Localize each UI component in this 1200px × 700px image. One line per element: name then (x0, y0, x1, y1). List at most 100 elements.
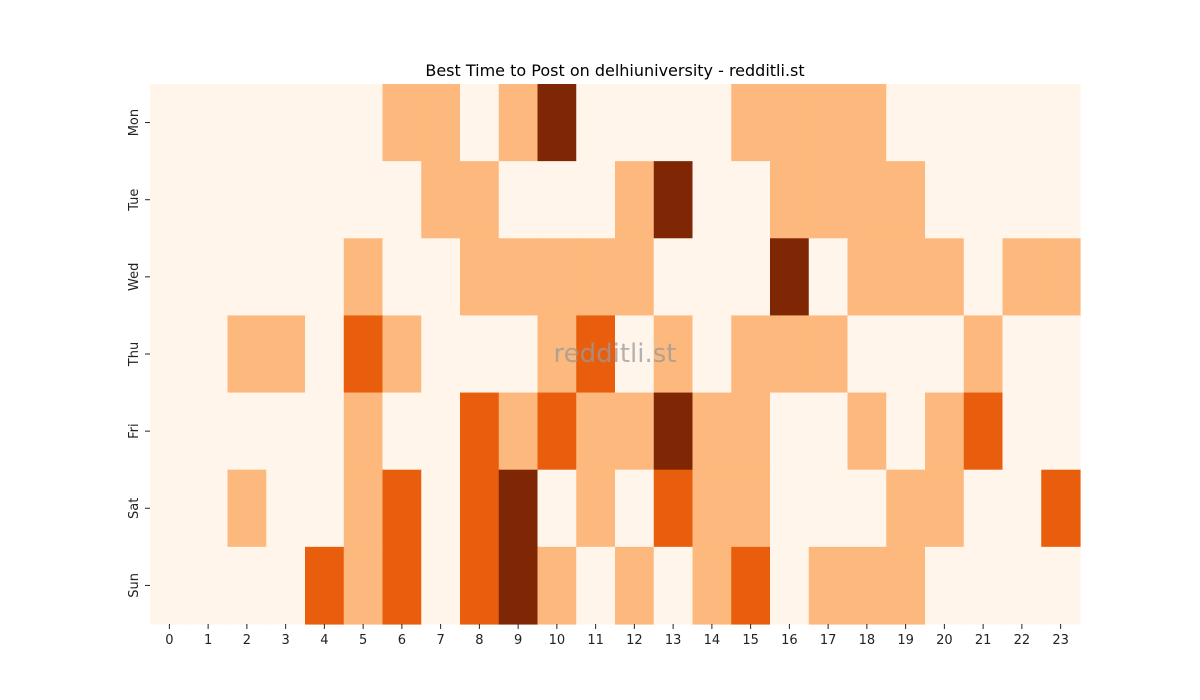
x-tick-label: 5 (359, 633, 367, 648)
heatmap-cell-thu-21 (963, 315, 1004, 394)
y-tick-label: Sat (127, 498, 142, 519)
heatmap-cell-fri-15 (731, 392, 771, 471)
heatmap-cell-tue-5 (343, 161, 384, 239)
heatmap-cell-sun-3 (266, 546, 306, 625)
heatmap-cell-sat-21 (963, 469, 1004, 548)
heatmap-cell-fri-5 (343, 392, 384, 471)
heatmap-cell-thu-5 (343, 315, 384, 394)
heatmap-cell-wed-23 (1041, 238, 1081, 317)
x-tick-label: 10 (549, 633, 566, 648)
heatmap-cell-sun-20 (925, 546, 965, 625)
heatmap-cell-tue-6 (382, 161, 422, 239)
heatmap-cell-fri-6 (382, 392, 422, 471)
heatmap-cell-mon-0 (150, 84, 190, 162)
heatmap-cell-mon-15 (731, 84, 771, 162)
heatmap-cell-mon-9 (498, 84, 539, 162)
heatmap-cell-sat-20 (925, 469, 965, 548)
heatmap-cell-wed-6 (382, 238, 422, 317)
heatmap-cell-tue-21 (963, 161, 1004, 239)
heatmap-cell-sun-7 (421, 546, 461, 625)
heatmap-cell-thu-16 (770, 315, 810, 394)
heatmap-cell-mon-16 (770, 84, 810, 162)
heatmap-cell-sun-5 (343, 546, 384, 625)
heatmap-cell-mon-13 (653, 84, 694, 162)
heatmap-cell-tue-7 (421, 161, 461, 239)
heatmap-cell-tue-1 (188, 161, 229, 239)
heatmap-cell-sun-2 (227, 546, 267, 625)
heatmap-cell-mon-1 (188, 84, 229, 162)
heatmap-cell-wed-10 (537, 238, 577, 317)
heatmap-cell-mon-17 (808, 84, 849, 162)
heatmap-cell-sat-10 (537, 469, 577, 548)
heatmap-cell-sun-4 (305, 546, 345, 625)
y-tick-label: Fri (127, 423, 142, 439)
heatmap-cell-thu-12 (615, 315, 655, 394)
x-tick-label: 6 (398, 633, 406, 648)
heatmap-cell-wed-19 (886, 238, 926, 317)
heatmap-cell-sun-21 (963, 546, 1004, 625)
x-tick-label: 9 (514, 633, 522, 648)
heatmap-cell-fri-12 (615, 392, 655, 471)
x-tick-label: 21 (975, 633, 992, 648)
heatmap-cell-mon-14 (692, 84, 732, 162)
heatmap-cell-sun-1 (188, 546, 229, 625)
heatmap-cell-sat-0 (150, 469, 190, 548)
x-axis-ticks: 0 1 2 3 4 5 6 7 8 9 10 11 12 13 14 15 16 17 18 19 20 21 22 23 (165, 623, 1069, 648)
heatmap-cell-fri-20 (925, 392, 965, 471)
heatmap-cell-tue-23 (1041, 161, 1081, 239)
heatmap-cell-tue-4 (305, 161, 345, 239)
heatmap-cell-sun-13 (653, 546, 694, 625)
heatmap-cell-wed-16 (770, 238, 810, 317)
heatmap-cell-sun-15 (731, 546, 771, 625)
heatmap-cell-wed-8 (460, 238, 500, 317)
heatmap-cell-mon-3 (266, 84, 306, 162)
heatmap-cell-mon-10 (537, 84, 577, 162)
heatmap-cell-thu-4 (305, 315, 345, 394)
heatmap-cell-sat-23 (1041, 469, 1081, 548)
heatmap-cell-wed-22 (1002, 238, 1042, 317)
heatmap-cell-wed-20 (925, 238, 965, 317)
heatmap-cell-fri-2 (227, 392, 267, 471)
x-tick-label: 16 (781, 633, 798, 648)
heatmap-cell-thu-17 (808, 315, 849, 394)
heatmap-cell-wed-15 (731, 238, 771, 317)
heatmap-cell-fri-3 (266, 392, 306, 471)
heatmap-cell-wed-18 (847, 238, 887, 317)
heatmap-cell-tue-8 (460, 161, 500, 239)
heatmap-cell-mon-7 (421, 84, 461, 162)
heatmap-cell-wed-12 (615, 238, 655, 317)
x-tick-label: 2 (243, 633, 251, 648)
heatmap-cell-tue-14 (692, 161, 732, 239)
x-tick-label: 0 (165, 633, 173, 648)
heatmap-cell-sat-16 (770, 469, 810, 548)
x-tick-label: 11 (587, 633, 604, 648)
heatmap-cell-sun-16 (770, 546, 810, 625)
heatmap-cell-sat-13 (653, 469, 694, 548)
x-tick-label: 8 (475, 633, 483, 648)
heatmap-cell-fri-4 (305, 392, 345, 471)
heatmap-cell-fri-7 (421, 392, 461, 471)
heatmap-cell-wed-11 (576, 238, 616, 317)
heatmap-cell-sun-6 (382, 546, 422, 625)
heatmap-cell-sun-8 (460, 546, 500, 625)
heatmap-cell-wed-17 (808, 238, 849, 317)
heatmap-cell-fri-0 (150, 392, 190, 471)
y-tick-label: Mon (127, 109, 142, 136)
x-tick-label: 15 (742, 633, 759, 648)
x-tick-label: 3 (281, 633, 289, 648)
x-tick-label: 14 (704, 633, 721, 648)
heatmap-cell-wed-5 (343, 238, 384, 317)
heatmap-cell-sat-8 (460, 469, 500, 548)
heatmap-cell-sat-18 (847, 469, 887, 548)
heatmap-cell-tue-17 (808, 161, 849, 239)
heatmap-cell-mon-23 (1041, 84, 1081, 162)
heatmap-cell-wed-14 (692, 238, 732, 317)
heatmap-cell-sun-18 (847, 546, 887, 625)
heatmap-cell-mon-8 (460, 84, 500, 162)
x-tick-label: 7 (436, 633, 444, 648)
heatmap-cell-tue-10 (537, 161, 577, 239)
heatmap-cell-sat-17 (808, 469, 849, 548)
heatmap-cell-sat-7 (421, 469, 461, 548)
heatmap-cell-sat-11 (576, 469, 616, 548)
heatmap-cell-fri-19 (886, 392, 926, 471)
